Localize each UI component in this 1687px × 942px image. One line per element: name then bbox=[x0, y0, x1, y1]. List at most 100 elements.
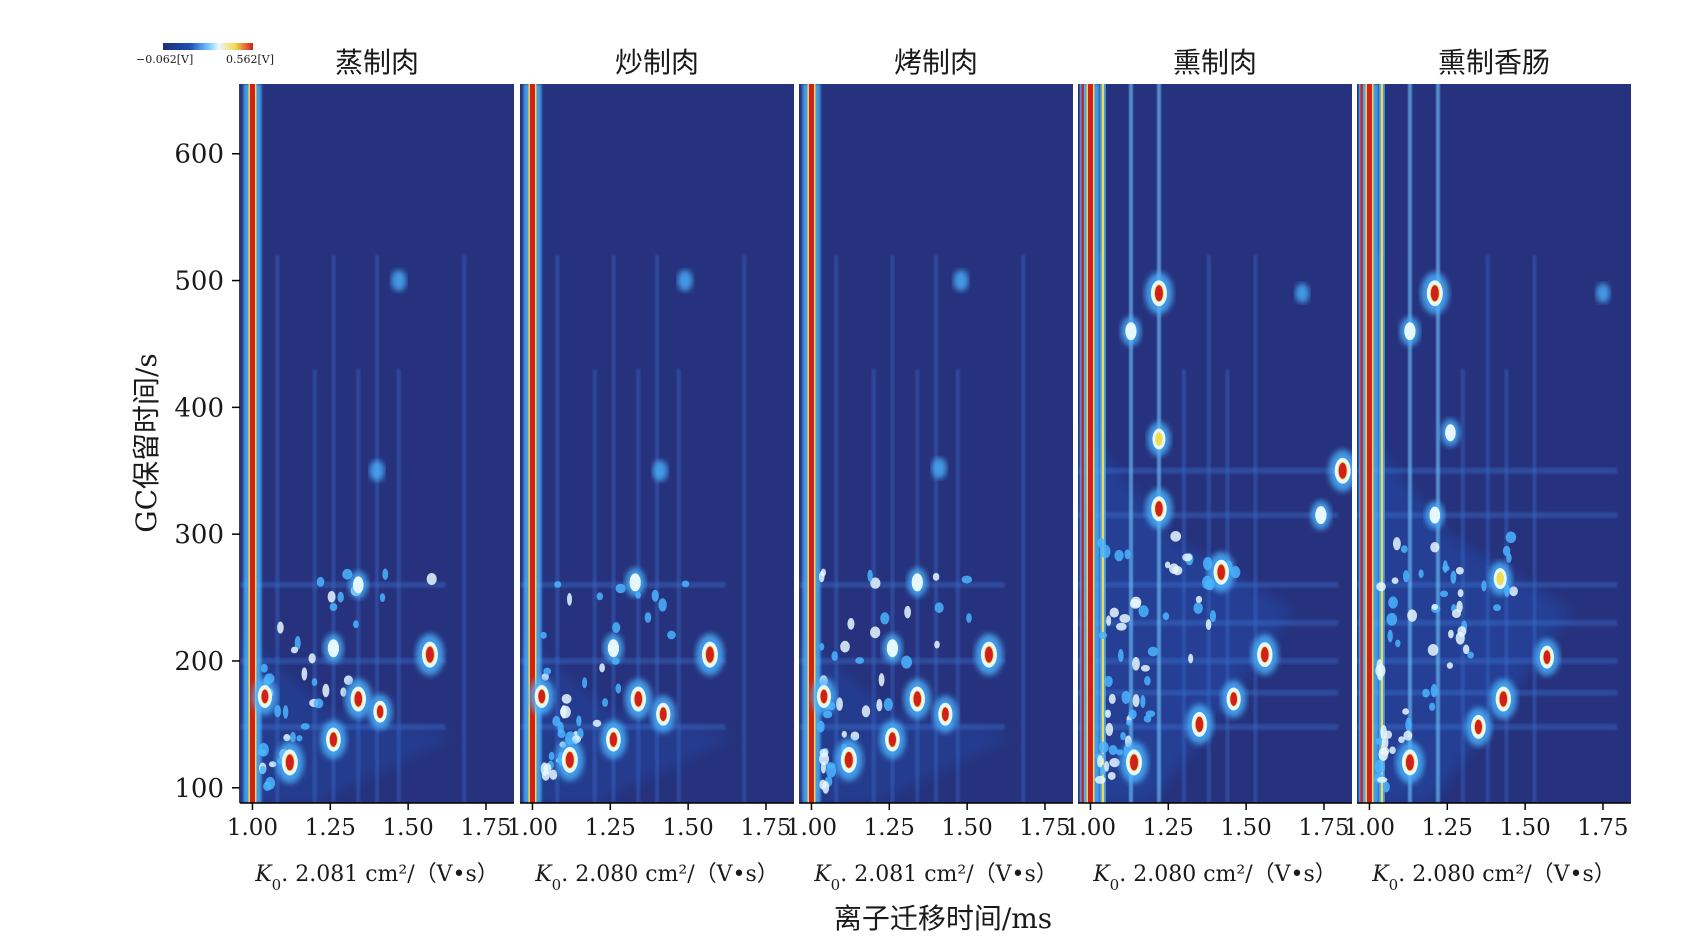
signal-spot bbox=[932, 572, 940, 581]
rip-core bbox=[529, 84, 535, 803]
signal-spot bbox=[296, 735, 303, 742]
horizontal-band bbox=[240, 581, 446, 588]
peak bbox=[344, 678, 372, 720]
signal-spot bbox=[1376, 581, 1386, 592]
signal-spot bbox=[1388, 596, 1398, 609]
colorbar-min-label: −0.062[V] bbox=[136, 53, 193, 66]
signal-spot bbox=[1502, 545, 1511, 557]
signal-spot bbox=[822, 781, 830, 794]
rip-side-core bbox=[1081, 84, 1084, 803]
peak bbox=[1310, 500, 1331, 530]
k0-label: K0. 2.081 cm²/（V•s） bbox=[254, 862, 499, 894]
peak bbox=[391, 269, 407, 292]
vertical-streak bbox=[375, 255, 379, 803]
peak-white bbox=[353, 576, 364, 594]
signal-spot bbox=[961, 575, 973, 584]
signal-spot bbox=[1398, 736, 1405, 744]
peak bbox=[695, 633, 724, 676]
peak-white bbox=[1315, 506, 1327, 525]
signal-spot bbox=[1451, 609, 1461, 619]
signal-spot bbox=[1114, 549, 1124, 562]
signal-spot bbox=[831, 651, 838, 661]
signal-spot bbox=[1407, 609, 1418, 622]
signal-spot bbox=[1431, 603, 1439, 611]
signal-spot bbox=[615, 583, 626, 594]
y-tick-label: 400 bbox=[174, 393, 224, 423]
signal-spot bbox=[855, 657, 865, 664]
peak bbox=[1207, 552, 1235, 593]
signal-spot bbox=[313, 698, 324, 709]
signal-spot bbox=[596, 592, 604, 601]
peak bbox=[1120, 741, 1149, 784]
horizontal-band bbox=[240, 657, 446, 664]
signal-spot bbox=[541, 770, 550, 781]
signal-spot bbox=[342, 568, 353, 580]
x-tick-label: 1.25 bbox=[1143, 815, 1194, 841]
x-tick-label: 1.25 bbox=[864, 815, 915, 841]
peak bbox=[882, 633, 903, 663]
peak bbox=[348, 571, 368, 599]
peak bbox=[652, 460, 668, 482]
peak-core bbox=[888, 732, 897, 747]
y-tick-label: 300 bbox=[174, 520, 224, 550]
peak-core bbox=[1430, 285, 1439, 302]
k0-unit: cm²/（V•s） bbox=[365, 862, 499, 887]
signal-spot bbox=[1440, 590, 1449, 598]
x-axis: 1.00 1.25 1.50 1.75 bbox=[786, 802, 1073, 841]
k0-symbol: K bbox=[813, 862, 832, 887]
vertical-streak bbox=[462, 255, 467, 803]
peak-core bbox=[705, 646, 714, 663]
y-tick-label: 100 bbox=[174, 774, 224, 804]
k0-subscript: 0 bbox=[552, 876, 562, 894]
signal-spot bbox=[681, 580, 690, 588]
y-axis: 100 200 300 400 500 600 bbox=[174, 84, 241, 804]
signal-spot bbox=[548, 751, 555, 761]
signal-spot bbox=[644, 612, 652, 623]
x-tick-label: 1.00 bbox=[1344, 815, 1395, 841]
signal-spot bbox=[1193, 602, 1203, 614]
peak bbox=[811, 677, 837, 716]
peak bbox=[932, 695, 958, 733]
signal-spot bbox=[876, 698, 883, 712]
horizontal-band bbox=[799, 581, 1005, 588]
peak-core bbox=[1155, 501, 1163, 517]
signal-spot bbox=[1457, 626, 1467, 637]
signal-spot bbox=[1505, 531, 1517, 544]
signal-spot bbox=[847, 618, 855, 630]
signal-spot bbox=[1105, 722, 1114, 736]
signal-spot bbox=[1481, 580, 1487, 592]
peak-core bbox=[354, 691, 363, 707]
signal-spot bbox=[1391, 577, 1399, 584]
signal-spot bbox=[1108, 693, 1116, 705]
peak-core bbox=[1474, 719, 1483, 735]
k0-subscript: 0 bbox=[272, 876, 282, 894]
signal-spot bbox=[1125, 719, 1132, 726]
peak-core bbox=[659, 707, 667, 722]
signal-spot bbox=[1386, 612, 1398, 626]
k0-symbol: K bbox=[1092, 862, 1111, 887]
peak bbox=[600, 720, 627, 759]
rip-side-core bbox=[1360, 84, 1363, 803]
signal-spot bbox=[549, 769, 558, 780]
peak bbox=[320, 720, 347, 759]
x-tick-label: 1.50 bbox=[663, 815, 714, 841]
signal-spot bbox=[1450, 570, 1457, 584]
vertical-streak bbox=[1021, 255, 1026, 803]
peak-core bbox=[1543, 650, 1551, 664]
signal-spot bbox=[602, 698, 609, 707]
peak bbox=[555, 738, 584, 781]
peak bbox=[650, 695, 676, 733]
vertical-streak bbox=[555, 255, 560, 803]
signal-spot bbox=[1147, 646, 1159, 657]
signal-spot bbox=[1402, 570, 1409, 583]
signal-spot bbox=[1377, 776, 1388, 783]
signal-spot bbox=[426, 573, 437, 586]
vertical-streak bbox=[1460, 369, 1465, 803]
vertical-streak bbox=[1532, 255, 1537, 803]
peak bbox=[1147, 422, 1171, 457]
k0-value: . 2.080 bbox=[561, 862, 645, 887]
colorbar: −0.062[V] 0.562[V] bbox=[136, 43, 274, 66]
vertical-streak bbox=[331, 255, 336, 803]
heatmap-panel: 1.00 1.25 1.50 1.75 炒制肉 K0. 2.080 cm²/（V•s） bbox=[507, 46, 794, 894]
peak-core bbox=[538, 689, 546, 704]
